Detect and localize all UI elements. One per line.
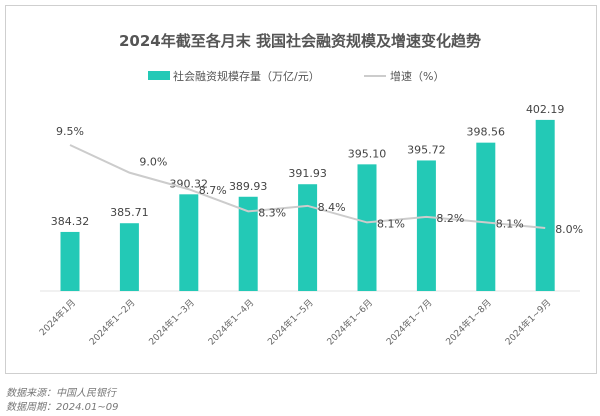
x-tick-label: 2024年1~2月 [87,297,138,348]
growth-value-label: 8.3% [258,206,286,219]
bar-value-label: 398.56 [467,126,506,139]
growth-value-label: 8.1% [496,217,524,230]
bar [119,223,139,291]
x-tick-label: 2024年1~3月 [146,297,197,348]
bar-value-label: 402.19 [526,103,565,116]
bar-value-label: 395.10 [348,147,387,160]
legend-line-label: 增速（%） [390,69,444,83]
bar [357,164,377,291]
bar [476,142,496,291]
bar-value-label: 384.32 [51,215,90,228]
x-tick-label: 2024年1~5月 [265,297,316,348]
growth-value-label: 8.7% [199,184,227,197]
x-tick-label: 2024年1月 [37,297,78,338]
growth-line [69,144,546,229]
bar [535,119,555,292]
bar-value-label: 389.93 [229,180,268,193]
data-period: 数据周期：2024.01~09 [6,402,119,413]
data-source: 数据来源：中国人民银行 [6,388,116,399]
bar [416,160,436,291]
growth-value-label: 8.0% [555,223,583,236]
x-tick-label: 2024年1~6月 [324,297,375,348]
bar [179,194,199,291]
bar [238,196,258,291]
growth-value-label: 8.2% [436,212,464,225]
legend: 社会融资规模存量（万亿/元） 增速（%） [148,69,444,83]
legend-bar-label: 社会融资规模存量（万亿/元） [173,69,320,83]
x-tick-label: 2024年1~7月 [384,297,435,348]
chart-title: 2024年截至各月末 我国社会融资规模及增速变化趋势 [119,32,481,50]
bar-value-label: 385.71 [110,206,149,219]
x-tick-label: 2024年1~9月 [502,297,553,348]
growth-value-label: 8.1% [377,217,405,230]
chart-frame [5,5,597,374]
bar [60,231,80,291]
growth-value-label: 8.4% [318,201,346,214]
bar-value-label: 395.72 [407,143,446,156]
bar-value-label: 391.93 [288,167,327,180]
x-tick-label: 2024年1~4月 [205,297,256,348]
growth-value-label: 9.0% [139,156,167,169]
x-tick-label: 2024年1~8月 [443,297,494,348]
legend-bar-swatch [148,71,170,80]
bar [298,184,318,291]
growth-value-label: 9.5% [56,125,84,138]
